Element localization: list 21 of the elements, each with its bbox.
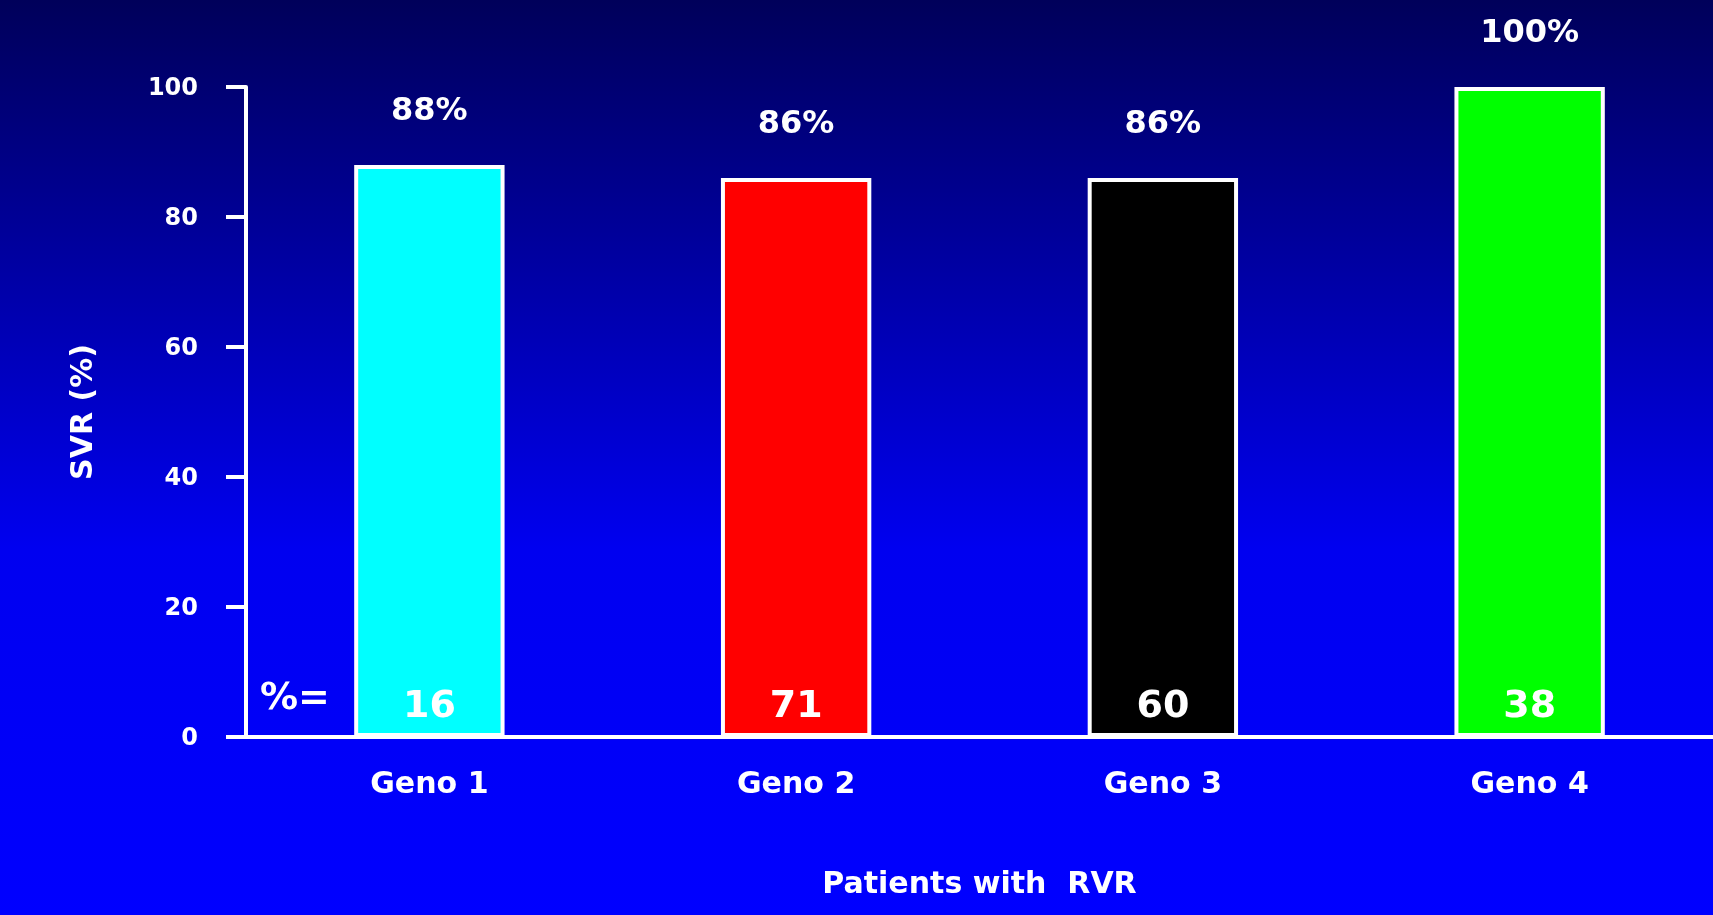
x-tick-label: Geno 3 [1103,764,1223,800]
data-label: 86% [757,103,835,141]
data-label: 88% [391,90,468,128]
data-label: 86% [1124,103,1202,141]
annotation: 71 [769,682,823,726]
y-axis-title: SVR (%) [63,344,99,480]
annotation: %= [260,674,330,718]
annotation: 16 [402,682,456,726]
x-tick-label: Geno 2 [736,764,856,800]
y-tick-label: 100 [147,73,198,101]
y-tick-label: 80 [164,203,198,231]
y-tick-label: 60 [164,333,198,361]
x-axis-title: Patients with RVR [822,864,1137,900]
y-tick-label: 0 [181,723,198,751]
x-tick-label: Geno 4 [1470,764,1589,800]
y-tick-label: 40 [164,463,198,491]
x-tick-label: Geno 1 [370,764,489,800]
y-tick-label: 20 [164,593,198,621]
annotation: 38 [1503,682,1557,726]
data-label: 100% [1480,12,1580,50]
annotation: 60 [1136,682,1190,726]
